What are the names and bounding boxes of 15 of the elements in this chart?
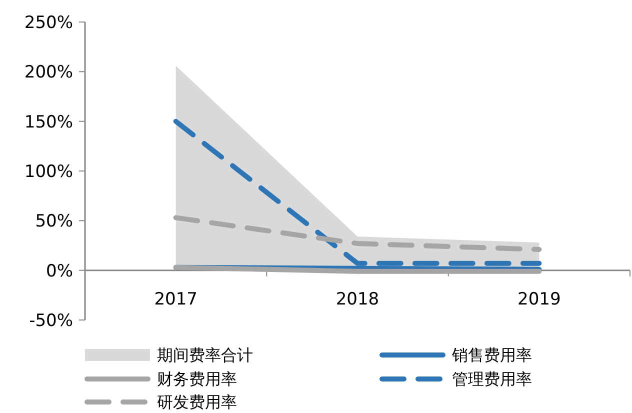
legend-label: 财务费用率 xyxy=(157,370,237,389)
y-tick-label: -50% xyxy=(29,310,73,331)
legend-label: 管理费用率 xyxy=(452,370,532,389)
y-tick-label: 50% xyxy=(35,212,73,232)
y-tick-label: 200% xyxy=(24,62,73,83)
y-tick-label: 0% xyxy=(46,261,73,282)
x-tick-label: 2018 xyxy=(336,289,380,310)
legend-label: 期间费率合计 xyxy=(157,346,253,365)
y-tick-label: 150% xyxy=(24,112,73,132)
legend-label: 销售费用率 xyxy=(451,346,532,365)
y-tick-label: 250% xyxy=(24,12,73,33)
legend-label: 研发费用率 xyxy=(157,392,237,412)
x-tick-label: 2017 xyxy=(154,289,198,310)
x-tick-label: 2019 xyxy=(518,289,561,310)
y-tick-label: 100% xyxy=(24,162,73,182)
